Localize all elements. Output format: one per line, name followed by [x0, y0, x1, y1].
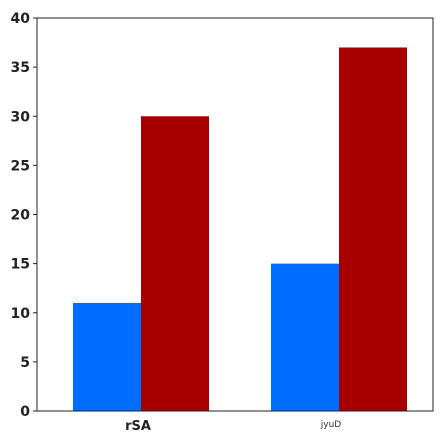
y-tick-label-8: 40	[11, 11, 31, 27]
y-tick-label-3: 15	[11, 257, 30, 273]
y-tick-label-1: 5	[20, 355, 30, 371]
y-tick-label-4: 20	[11, 208, 31, 224]
bar-series2-rSA	[141, 116, 209, 411]
y-tick-label-5: 25	[11, 158, 30, 174]
y-axis: 0 5 10 15 20 25 30 35 40	[11, 11, 37, 420]
x-axis: rSA jyuD	[125, 419, 341, 434]
category-label-2: jyuD	[320, 420, 342, 430]
y-tick-label-2: 10	[11, 306, 31, 322]
bar-series1-rSA	[73, 303, 141, 411]
bar-series1-jyuD	[271, 264, 339, 411]
bar-series2-jyuD	[339, 47, 407, 411]
y-tick-label-6: 30	[11, 109, 31, 125]
y-tick-label-7: 35	[11, 60, 30, 76]
category-label-1: rSA	[125, 419, 151, 434]
bars-group	[73, 47, 407, 411]
y-tick-label-0: 0	[20, 404, 30, 420]
